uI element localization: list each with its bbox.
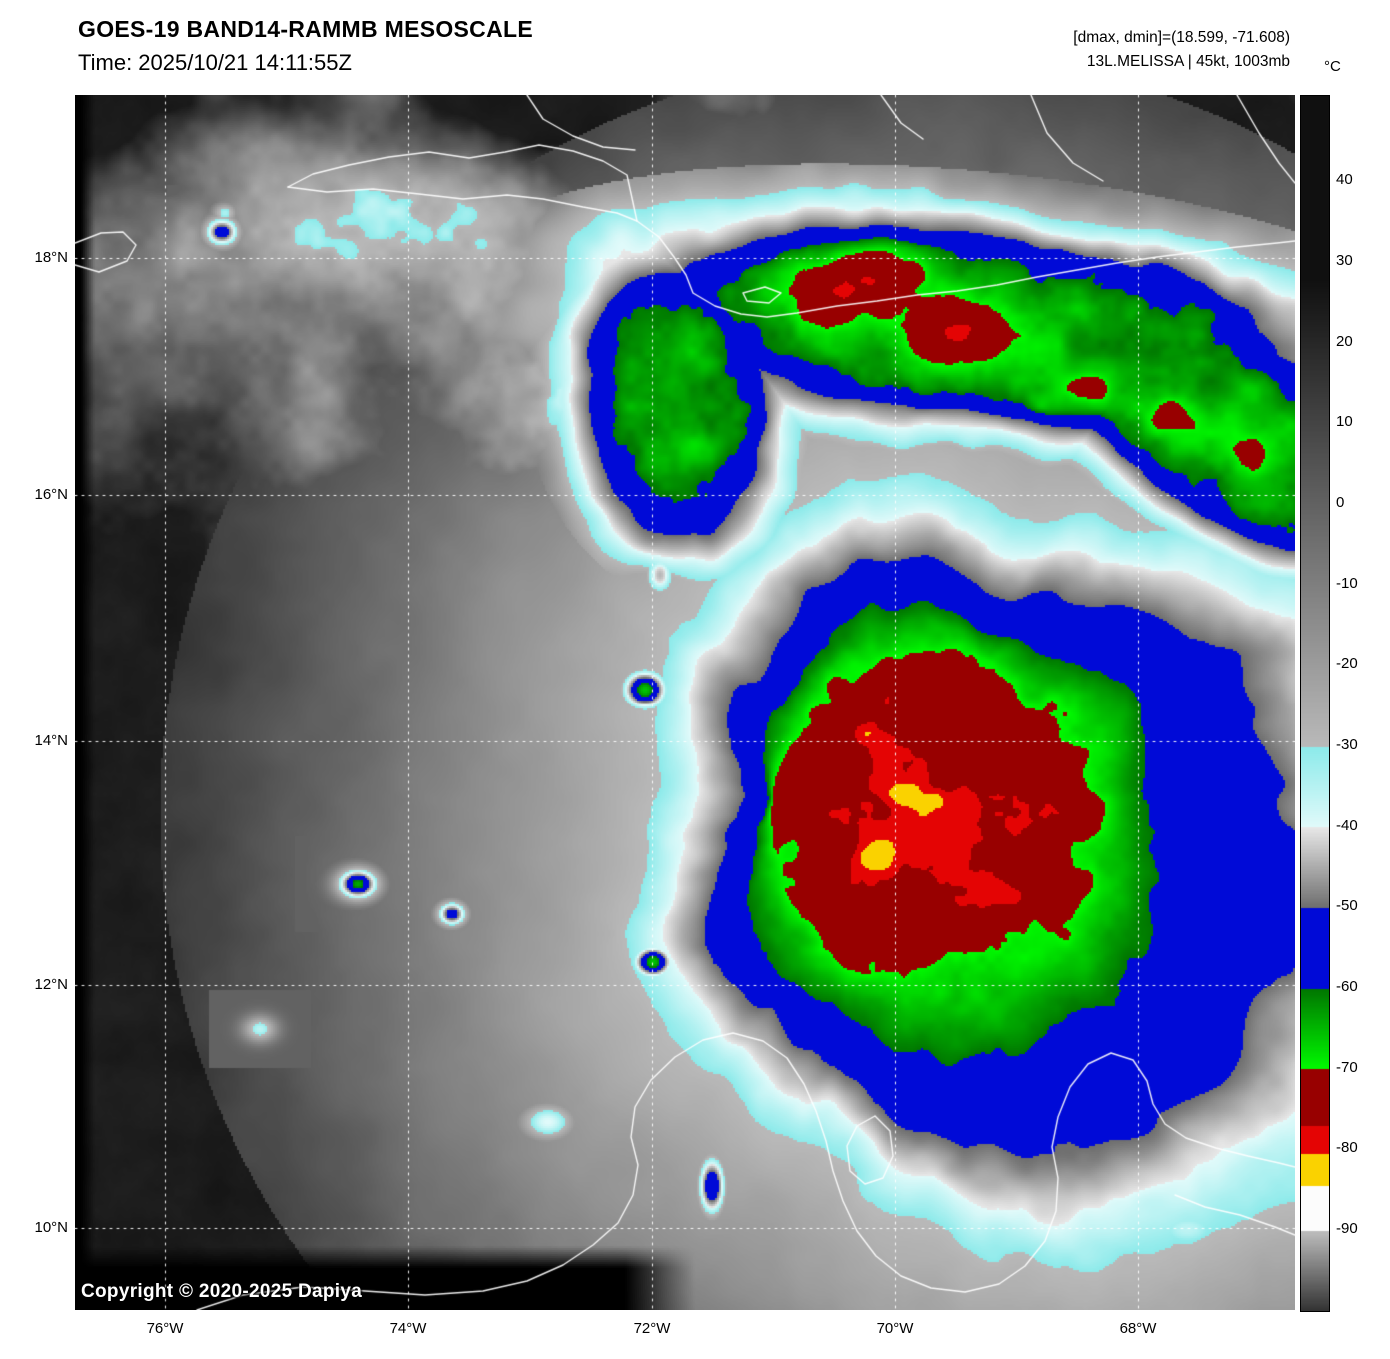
satellite-map: Copyright © 2020-2025 Dapiya (75, 95, 1295, 1310)
lon-label-68w: 68°W (1119, 1320, 1157, 1337)
colorbar-tick-m80: -80 (1336, 1139, 1358, 1156)
page-title: GOES-19 BAND14-RAMMB MESOSCALE (78, 16, 533, 42)
colorbar-tick-40: 40 (1336, 171, 1353, 188)
lat-label-18n: 18°N (34, 249, 68, 266)
colorbar-tick-30: 30 (1336, 252, 1353, 269)
lat-label-14n: 14°N (34, 732, 68, 749)
lon-label-74w: 74°W (389, 1320, 427, 1337)
colorbar-tick-m40: -40 (1336, 817, 1358, 834)
colorbar-tick-m90: -90 (1336, 1220, 1358, 1237)
lon-label-70w: 70°W (876, 1320, 914, 1337)
lon-label-76w: 76°W (146, 1320, 184, 1337)
copyright-notice: Copyright © 2020-2025 Dapiya (81, 1281, 363, 1302)
lat-label-16n: 16°N (34, 486, 68, 503)
lon-label-72w: 72°W (633, 1320, 671, 1337)
colorbar-tick-m50: -50 (1336, 897, 1358, 914)
colorbar-tick-20: 20 (1336, 333, 1353, 350)
colorbar-tick-10: 10 (1336, 413, 1353, 430)
colorbar-tick-m30: -30 (1336, 736, 1358, 753)
colorbar-tick-m60: -60 (1336, 978, 1358, 995)
storm-readout: [dmax, dmin]=(18.599, -71.608) 13L.MELIS… (1073, 26, 1290, 74)
colorbar (1300, 95, 1330, 1312)
lat-label-12n: 12°N (34, 976, 68, 993)
timestamp: Time: 2025/10/21 14:11:55Z (78, 50, 352, 75)
colorbar-tick-m20: -20 (1336, 655, 1358, 672)
colorbar-tick-0: 0 (1336, 494, 1345, 511)
colorbar-tick-m10: -10 (1336, 575, 1358, 592)
dmax-dmin-readout: [dmax, dmin]=(18.599, -71.608) (1073, 29, 1290, 46)
lat-label-10n: 10°N (34, 1219, 68, 1236)
satellite-imagery-canvas (75, 95, 1295, 1310)
colorbar-tick-m70: -70 (1336, 1059, 1358, 1076)
storm-info: 13L.MELISSA | 45kt, 1003mb (1086, 53, 1290, 71)
colorbar-unit-label: °C (1324, 58, 1341, 75)
